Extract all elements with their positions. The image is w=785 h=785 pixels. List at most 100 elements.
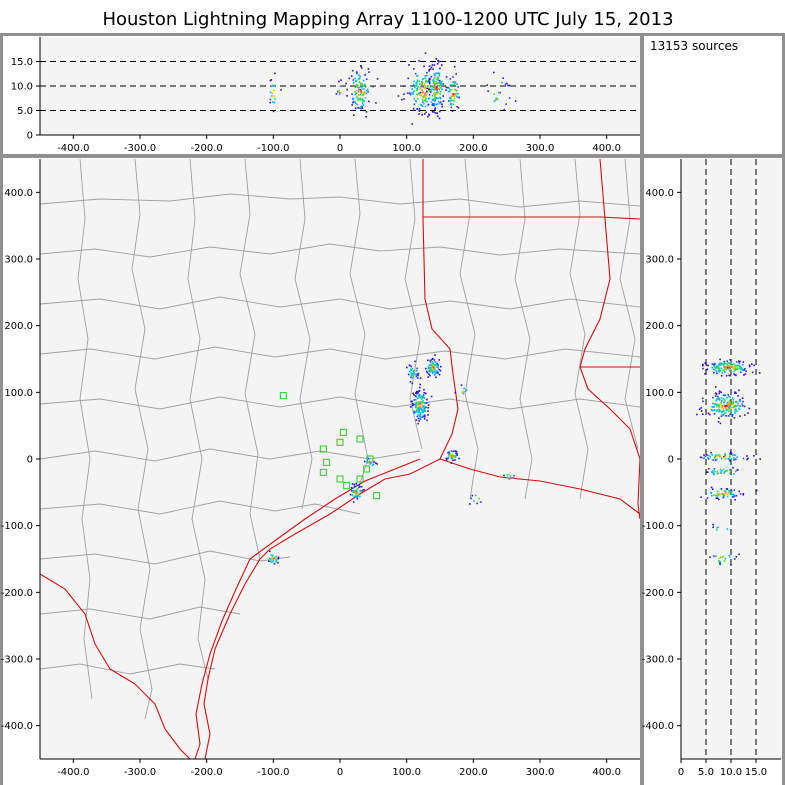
y-altitude-source-point bbox=[739, 366, 742, 368]
y-altitude-source-point bbox=[735, 374, 737, 377]
y-altitude-source-point bbox=[731, 415, 734, 417]
plan-view-source-point bbox=[415, 404, 418, 406]
y-altitude-source-point bbox=[717, 421, 720, 423]
plan-view-source-point bbox=[447, 456, 450, 459]
plan-view-source-point bbox=[435, 370, 438, 372]
y-altitude-source-point bbox=[719, 562, 721, 564]
y-altitude-source-point bbox=[724, 394, 727, 397]
altitude-source-point bbox=[432, 79, 435, 82]
altitude-source-point bbox=[269, 91, 272, 94]
altitude-source-point bbox=[415, 84, 418, 86]
plan-view-source-point bbox=[350, 486, 353, 489]
y-altitude-source-point bbox=[722, 468, 725, 471]
altitude-source-point bbox=[508, 84, 511, 87]
plan-view-source-point bbox=[455, 452, 457, 455]
plan-view-source-point bbox=[268, 560, 270, 562]
plan-view-plot-area bbox=[40, 159, 640, 759]
y-altitude-source-point bbox=[724, 366, 726, 369]
plan-view-source-point bbox=[277, 557, 279, 560]
altitude-source-point bbox=[362, 94, 365, 96]
plan-view-source-point bbox=[430, 359, 432, 361]
y-altitude-source-point bbox=[711, 494, 713, 497]
plan-view-source-point bbox=[407, 373, 410, 376]
altitude-source-point bbox=[358, 98, 361, 101]
altitude-source-point bbox=[357, 106, 359, 109]
altitude-source-point bbox=[447, 86, 449, 89]
altitude-source-point bbox=[362, 79, 365, 82]
altitude-source-point bbox=[442, 95, 445, 97]
plan-view-source-point bbox=[414, 404, 416, 406]
plan-view-source-point bbox=[437, 366, 439, 368]
altitude-source-point bbox=[456, 83, 458, 85]
y-altitude-source-point bbox=[696, 413, 698, 416]
altitude-y-tick-label: 5.0 bbox=[17, 106, 33, 117]
y-altitude-source-point bbox=[719, 358, 721, 361]
altitude-source-point bbox=[422, 86, 424, 89]
y-altitude-source-point bbox=[744, 373, 747, 375]
station-marker bbox=[339, 428, 347, 436]
y-altitude-source-point bbox=[726, 493, 729, 496]
y-altitude-source-point bbox=[714, 459, 717, 461]
plan-view-source-point bbox=[355, 482, 358, 485]
plan-view-source-point bbox=[415, 369, 418, 372]
plan-view-source-point bbox=[424, 410, 427, 412]
y-altitude-source-point bbox=[719, 563, 721, 565]
y-altitude-source-point bbox=[734, 409, 737, 411]
y-altitude-source-point bbox=[734, 408, 737, 410]
altitude-source-point bbox=[361, 83, 364, 86]
plan-view-source-point bbox=[418, 401, 420, 403]
plan-view-source-point bbox=[433, 368, 436, 371]
plan-view-source-point bbox=[352, 491, 354, 494]
altitude-source-point bbox=[375, 102, 377, 104]
altitude-source-point bbox=[273, 95, 276, 98]
plan-view-source-point bbox=[445, 458, 448, 461]
y-altitude-source-point bbox=[727, 415, 730, 417]
altitude-source-point bbox=[418, 109, 420, 112]
altitude-source-point bbox=[360, 91, 362, 94]
plan-view-source-point bbox=[470, 497, 472, 500]
altitude-source-point bbox=[439, 101, 442, 103]
y-altitude-source-point bbox=[698, 408, 701, 410]
plan-view-source-point bbox=[274, 556, 276, 559]
y-altitude-source-point bbox=[735, 470, 737, 473]
altitude-source-point bbox=[354, 86, 357, 88]
plan-view-source-point bbox=[422, 406, 424, 409]
altitude-source-point bbox=[442, 83, 445, 85]
plan-view-source-point bbox=[362, 489, 365, 491]
altitude-source-point bbox=[433, 84, 436, 86]
y-altitude-source-point bbox=[733, 454, 735, 456]
altitude-x-tick-label: -200.0 bbox=[191, 143, 223, 154]
altitude-source-point bbox=[428, 114, 431, 116]
altitude-y-tick-label: 0 bbox=[27, 131, 33, 142]
altitude-source-point bbox=[428, 97, 431, 100]
y-altitude-source-point bbox=[711, 472, 714, 474]
altitude-source-point bbox=[367, 90, 369, 93]
y-altitude-source-point bbox=[722, 495, 725, 497]
y-altitude-source-point bbox=[725, 407, 727, 409]
y-altitude-source-point bbox=[724, 490, 727, 492]
altitude-source-point bbox=[439, 97, 442, 100]
y-altitude-source-point bbox=[716, 458, 718, 461]
altitude-source-point bbox=[368, 100, 370, 103]
altitude-source-point bbox=[440, 83, 443, 86]
y-altitude-source-point bbox=[732, 404, 734, 406]
altitude-source-point bbox=[450, 106, 453, 109]
plan-view-source-point bbox=[415, 375, 418, 378]
altitude-source-point bbox=[352, 82, 355, 84]
y-altitude-source-point bbox=[726, 396, 728, 399]
y-altitude-source-point bbox=[720, 471, 722, 473]
y-altitude-source-point bbox=[720, 401, 722, 403]
altitude-source-point bbox=[274, 98, 276, 100]
plan-view-source-point bbox=[363, 460, 366, 463]
plan-view-source-point bbox=[422, 409, 425, 411]
y-altitude-source-point bbox=[718, 560, 720, 562]
plan-view-source-point bbox=[413, 393, 415, 396]
y-altitude-source-point bbox=[715, 399, 717, 402]
altitude-source-point bbox=[436, 97, 438, 100]
plan-view-source-point bbox=[426, 402, 428, 404]
y-altitude-source-point bbox=[733, 373, 735, 375]
altitude-source-point bbox=[340, 79, 342, 81]
plan-view-source-point bbox=[432, 371, 434, 373]
y-altitude-source-point bbox=[710, 471, 713, 473]
plan-view-source-point bbox=[356, 498, 359, 500]
